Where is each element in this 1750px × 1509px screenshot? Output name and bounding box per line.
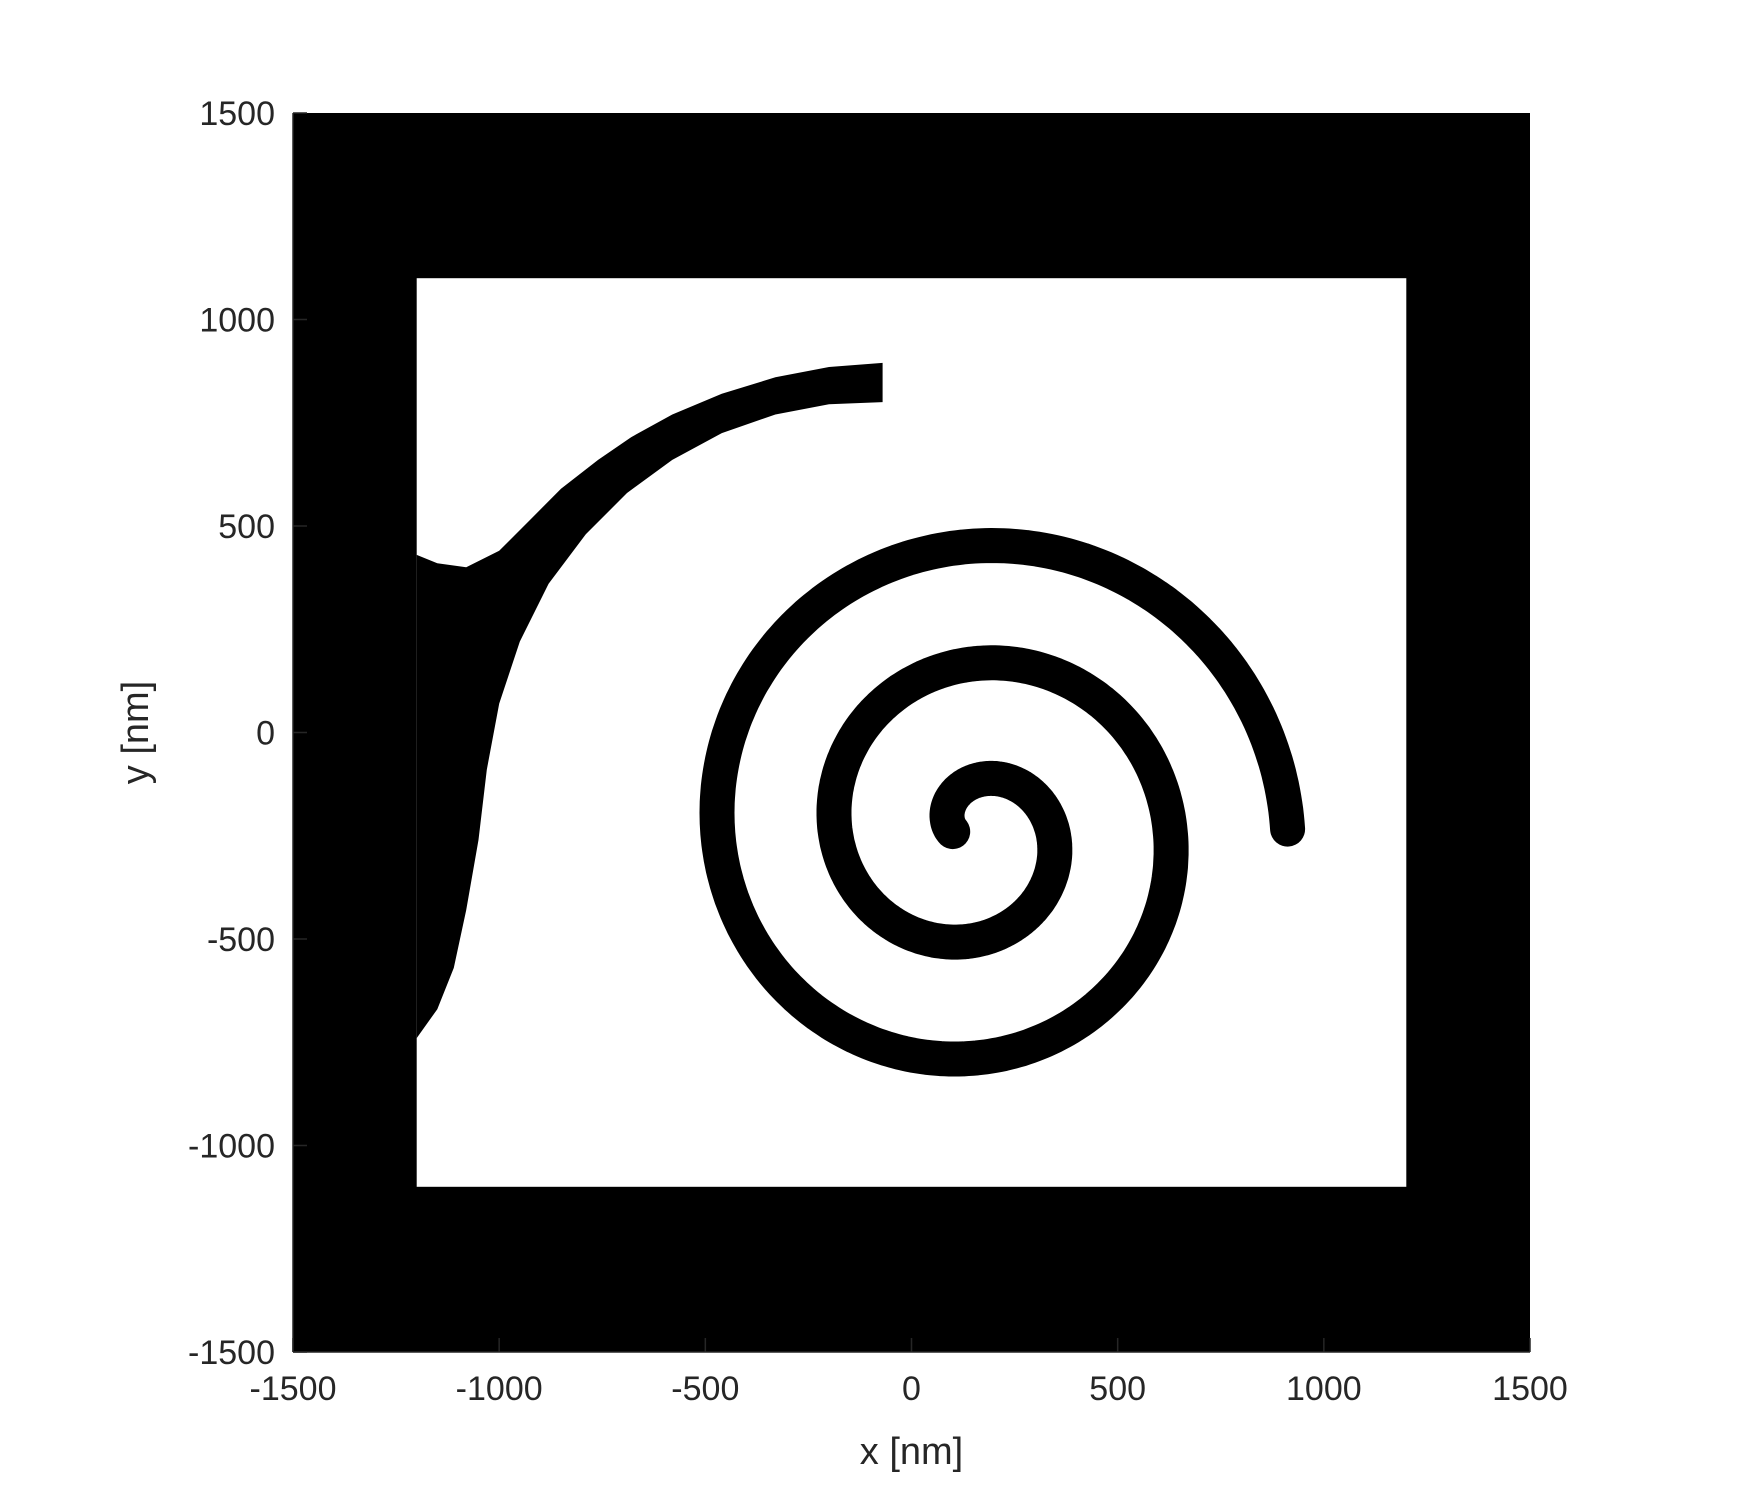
x-tick-label: 1500 xyxy=(1492,1370,1568,1408)
plot-area xyxy=(293,113,1530,1352)
x-tick-label: 0 xyxy=(902,1370,921,1408)
y-tick-label: 1500 xyxy=(199,95,275,133)
y-tick-label: 500 xyxy=(218,508,275,546)
y-tick-label: 1000 xyxy=(199,302,275,340)
y-tick-label: -500 xyxy=(207,921,275,959)
y-tick-label: 0 xyxy=(256,715,275,753)
axes: -1500 -1000 -500 0 500 1000 1500 -1500 -1000 -500… xyxy=(188,95,1568,1408)
y-axis-label: y [nm] xyxy=(115,681,157,784)
x-tick-label: -1000 xyxy=(456,1370,543,1408)
x-tick-label: 500 xyxy=(1089,1370,1146,1408)
x-tick-label: -1500 xyxy=(250,1370,337,1408)
y-tick-label: -1500 xyxy=(188,1334,275,1372)
inlet-region xyxy=(416,362,883,1039)
x-axis-label: x [nm] xyxy=(860,1431,963,1473)
y-tick-label: -1000 xyxy=(188,1128,275,1166)
spiral-waveguide xyxy=(699,528,1306,1077)
image-layer xyxy=(293,113,1530,1352)
x-tick-label: -500 xyxy=(671,1370,739,1408)
x-tick-label: 1000 xyxy=(1286,1370,1362,1408)
void-window xyxy=(416,278,1407,1187)
